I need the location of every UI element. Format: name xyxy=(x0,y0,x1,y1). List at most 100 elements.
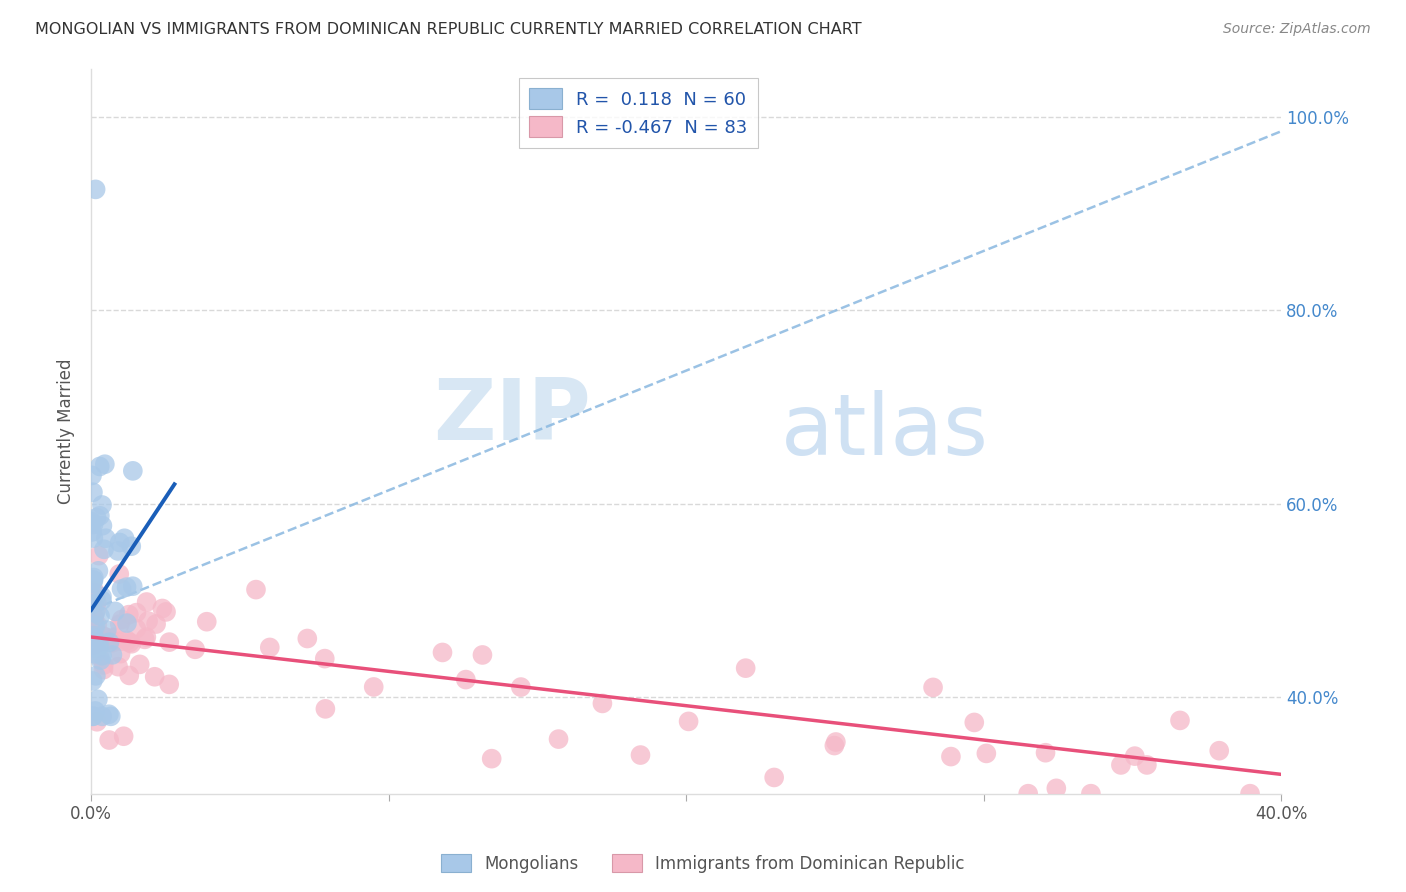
Point xyxy=(84,669,107,683)
Point xyxy=(115,616,138,631)
Point xyxy=(108,535,131,549)
Point xyxy=(157,677,180,691)
Point xyxy=(94,531,117,545)
Point xyxy=(80,597,103,611)
Point xyxy=(82,709,104,723)
Point xyxy=(145,617,167,632)
Point xyxy=(83,574,105,588)
Point xyxy=(83,627,105,641)
Point xyxy=(84,182,107,196)
Point xyxy=(101,635,124,649)
Point xyxy=(91,629,114,643)
Point xyxy=(91,518,114,533)
Point xyxy=(107,659,129,673)
Point xyxy=(82,709,104,723)
Point xyxy=(1168,714,1191,728)
Point xyxy=(108,617,131,632)
Point xyxy=(80,468,103,483)
Point xyxy=(80,634,103,648)
Point xyxy=(93,542,115,557)
Point xyxy=(1109,758,1132,772)
Point xyxy=(591,697,613,711)
Point xyxy=(150,601,173,615)
Point xyxy=(80,576,103,591)
Point xyxy=(195,615,218,629)
Point xyxy=(1123,749,1146,764)
Point xyxy=(87,549,110,563)
Point xyxy=(86,618,108,632)
Point xyxy=(96,623,118,637)
Point xyxy=(89,609,111,624)
Point xyxy=(432,645,454,659)
Point xyxy=(678,714,700,729)
Point xyxy=(90,593,112,607)
Point xyxy=(83,622,105,636)
Point xyxy=(111,613,134,627)
Point xyxy=(87,692,110,706)
Point xyxy=(84,591,107,605)
Point xyxy=(83,583,105,598)
Point xyxy=(101,648,124,662)
Point xyxy=(108,567,131,582)
Point xyxy=(134,632,156,647)
Point xyxy=(96,631,118,645)
Point xyxy=(128,657,150,672)
Point xyxy=(314,702,336,716)
Point xyxy=(91,590,114,604)
Point xyxy=(314,651,336,665)
Point xyxy=(481,752,503,766)
Point xyxy=(84,606,107,620)
Point xyxy=(93,663,115,677)
Point xyxy=(82,573,104,587)
Text: MONGOLIAN VS IMMIGRANTS FROM DOMINICAN REPUBLIC CURRENTLY MARRIED CORRELATION CH: MONGOLIAN VS IMMIGRANTS FROM DOMINICAN R… xyxy=(35,22,862,37)
Point xyxy=(297,632,319,646)
Point xyxy=(83,517,105,532)
Point xyxy=(93,634,115,648)
Point xyxy=(91,709,114,723)
Point xyxy=(91,498,114,512)
Point xyxy=(98,635,121,649)
Point xyxy=(84,602,107,616)
Point xyxy=(1045,781,1067,796)
Legend: Mongolians, Immigrants from Dominican Republic: Mongolians, Immigrants from Dominican Re… xyxy=(434,847,972,880)
Point xyxy=(1136,758,1159,772)
Point xyxy=(86,510,108,524)
Point xyxy=(825,735,848,749)
Point xyxy=(93,657,115,672)
Point xyxy=(630,747,652,762)
Point xyxy=(454,673,477,687)
Point xyxy=(963,715,986,730)
Point xyxy=(83,611,105,625)
Point xyxy=(823,739,845,753)
Point xyxy=(509,680,531,694)
Point xyxy=(114,531,136,545)
Point xyxy=(118,635,141,649)
Point xyxy=(110,634,132,648)
Point xyxy=(83,570,105,584)
Text: Source: ZipAtlas.com: Source: ZipAtlas.com xyxy=(1223,22,1371,37)
Point xyxy=(157,635,180,649)
Point xyxy=(120,539,142,553)
Point xyxy=(117,633,139,648)
Point xyxy=(83,631,105,645)
Point xyxy=(939,749,962,764)
Point xyxy=(86,714,108,729)
Point xyxy=(89,459,111,474)
Point xyxy=(83,647,105,661)
Point xyxy=(1239,787,1261,801)
Point xyxy=(89,508,111,523)
Point xyxy=(83,629,105,643)
Point xyxy=(82,673,104,688)
Point xyxy=(100,709,122,723)
Point xyxy=(112,729,135,743)
Point xyxy=(471,648,494,662)
Point xyxy=(245,582,267,597)
Point xyxy=(121,464,143,478)
Point xyxy=(83,586,105,600)
Point xyxy=(94,457,117,471)
Point xyxy=(84,618,107,632)
Point xyxy=(97,707,120,722)
Point xyxy=(110,582,132,596)
Point xyxy=(83,610,105,624)
Point xyxy=(100,632,122,647)
